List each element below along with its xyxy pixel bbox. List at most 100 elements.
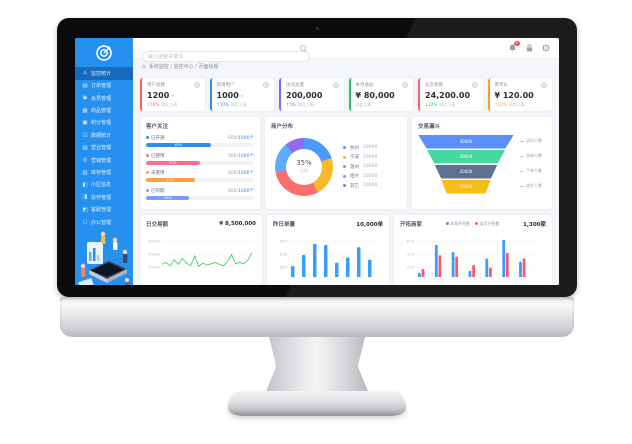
svg-text:900: 900 bbox=[280, 238, 288, 243]
legend-dot bbox=[343, 174, 346, 178]
lock-icon[interactable] bbox=[525, 44, 533, 52]
delta-value: ↓22% bbox=[425, 101, 438, 107]
kpi-card: 访问总量 200,000 ↑5% 同比上周 bbox=[279, 78, 344, 111]
breadcrumb-path[interactable]: 系统监控 / 监控中心 / 页面标题 bbox=[148, 64, 219, 70]
card-settings-icon[interactable] bbox=[541, 82, 547, 88]
legend-dot bbox=[445, 221, 449, 225]
dashboard-content: 用户总数 1200 个 ↑10% 同比上周 新增用户 1000 个 ↑10% 同比上周 访问总量… bbox=[133, 74, 559, 285]
panel-total: 10,000单 bbox=[356, 221, 383, 228]
card-settings-icon[interactable] bbox=[263, 82, 269, 88]
progress-label: 已到期 bbox=[146, 188, 165, 194]
chart-legend: 本周开拓数 本月开拓数 bbox=[445, 221, 500, 227]
sidebar-item-marketing[interactable]: ◎ 营销管理 bbox=[75, 154, 133, 166]
funnel-stage: 30000 bbox=[418, 134, 514, 149]
card-settings-icon[interactable] bbox=[471, 82, 478, 88]
home-icon[interactable]: ⌂ bbox=[142, 63, 146, 70]
support-icon: ◩ bbox=[82, 206, 88, 213]
card-settings-icon[interactable] bbox=[402, 82, 408, 88]
sidebar-item-members[interactable]: ◉ 会员管理 bbox=[75, 92, 133, 104]
notification-badge: 5 bbox=[513, 41, 520, 46]
app-logo[interactable] bbox=[75, 38, 133, 67]
progress-row: 未使用 400/1000个 45% bbox=[146, 170, 254, 182]
orders-panel: 昨日单量 10,000单 900 600 300 bbox=[267, 214, 389, 285]
legend-dot bbox=[146, 188, 149, 192]
funnel-stage: 20000 bbox=[434, 164, 498, 179]
svg-text:600: 600 bbox=[407, 238, 415, 243]
progress-track: 45% bbox=[146, 178, 254, 182]
sidebar-item-dashboard[interactable]: ⌂ 监控统计 bbox=[75, 67, 133, 80]
settings-gear-icon[interactable] bbox=[542, 44, 550, 52]
donut-center-label: 占比 bbox=[300, 168, 308, 173]
delta-value: ↑10% bbox=[147, 101, 160, 107]
funnel-stage: 20000 bbox=[426, 149, 506, 164]
sidebar-item-points[interactable]: ▣ 积分管理 bbox=[75, 117, 133, 129]
kpi-value: ¥ 120.00 bbox=[494, 90, 534, 100]
dashboard-icon: ⌂ bbox=[83, 70, 87, 77]
svg-text:30000: 30000 bbox=[148, 264, 161, 269]
svg-text:600: 600 bbox=[280, 251, 288, 256]
sidebar-item-community[interactable]: ◧ 小区信息 bbox=[75, 179, 133, 191]
sidebar-item-label: 营销管理 bbox=[91, 157, 112, 164]
kpi-label: 客单价 bbox=[494, 83, 509, 88]
products-icon: ▦ bbox=[82, 107, 88, 114]
progress-fill: 45% bbox=[146, 178, 195, 182]
sidebar-item-support[interactable]: ◩ 客服管理 bbox=[75, 204, 133, 216]
sidebar-item-office[interactable]: ◻ 办公管理 bbox=[75, 216, 133, 228]
legend-dot bbox=[343, 165, 346, 168]
kpi-value: 24,200.00 bbox=[425, 90, 471, 100]
card-settings-icon[interactable] bbox=[193, 82, 200, 88]
card-settings-icon[interactable] bbox=[332, 82, 339, 88]
delta-note: 同比上周 bbox=[161, 101, 178, 107]
legend-item: 其它 10000 bbox=[343, 183, 377, 189]
sidebar-item-collaboration[interactable]: ◨ 协作管理 bbox=[75, 191, 133, 203]
progress-label: 已开通 bbox=[146, 135, 165, 141]
progress-label: 已使用 bbox=[146, 153, 165, 159]
progress-value: 400/1000个 bbox=[227, 188, 254, 194]
progress-row: 已使用 500/1000个 50% bbox=[146, 153, 254, 165]
sidebar-item-products[interactable]: ▦ 商品管理 bbox=[75, 104, 133, 116]
progress-fill: 50% bbox=[146, 160, 200, 165]
grouped-bar-chart: 600 400 200 bbox=[400, 231, 546, 277]
kpi-card-row: 用户总数 1200 个 ↑10% 同比上周 新增用户 1000 个 ↑10% 同比上周 访问总量… bbox=[140, 78, 552, 111]
kpi-label: 访问总量 bbox=[286, 83, 304, 88]
legend-dot bbox=[146, 171, 149, 174]
panel-total: 1,300家 bbox=[523, 221, 546, 228]
sidebar-item-orders[interactable]: ▤ 订单管理 bbox=[75, 80, 133, 92]
donut-chart: 35% 占比 bbox=[275, 137, 333, 196]
sidebar-item-label: 商品管理 bbox=[91, 108, 112, 115]
delta-value: ↑10% bbox=[216, 101, 229, 107]
legend-item: 本周开拓数 bbox=[445, 221, 470, 227]
search-icon[interactable] bbox=[300, 45, 306, 51]
sidebar-item-statistics[interactable]: ◫ 数据统计 bbox=[75, 129, 133, 141]
progress-value: 600/1000个 bbox=[227, 136, 254, 141]
middle-panel-row: 客户关注 已开通 600/1000个 60% 已使用 500/1000个 50% 未使用 40… bbox=[140, 116, 552, 209]
monitor-stand-base bbox=[228, 391, 406, 416]
kpi-value: 1000 个 bbox=[216, 90, 245, 100]
kpi-delta: ↑10% 同比上周 bbox=[217, 102, 270, 108]
kpi-delta: ↓22% 同比上周 bbox=[425, 102, 478, 108]
notification-bell-icon[interactable]: 5 bbox=[508, 41, 520, 52]
members-icon: ◉ bbox=[82, 95, 88, 102]
dashboard-screen: ⌂ 监控统计 ▤ 订单管理 ◉ 会员管理 ▦ 商品管理 ▣ 积分管理 ◫ 数据统计 ▧ 营业管理 ◎ 营销管理… bbox=[75, 38, 559, 285]
svg-text:300: 300 bbox=[280, 264, 288, 269]
kpi-label: 总交易额 bbox=[425, 83, 443, 88]
search-input[interactable] bbox=[142, 51, 310, 62]
legend-value: 10000 bbox=[363, 173, 378, 179]
search-box bbox=[142, 43, 310, 62]
business-icon: ▧ bbox=[82, 144, 88, 151]
sidebar-item-business[interactable]: ▧ 营业管理 bbox=[75, 142, 133, 154]
kpi-value: ¥ 80,000 bbox=[355, 90, 395, 100]
delta-note: 同比上周 bbox=[230, 101, 247, 107]
sidebar-item-inventory[interactable]: ▥ 库存管理 bbox=[75, 166, 133, 178]
progress-track: 40% bbox=[146, 195, 254, 200]
panel-title: 日交易额 bbox=[146, 221, 169, 228]
panel-title: 商户分布 bbox=[271, 123, 294, 130]
donut-legend: 杭州 10000 宁波 10000 温州 10000 绍兴 10000 其它 10000 bbox=[343, 145, 377, 189]
bar-chart: 900 600 300 bbox=[273, 231, 383, 277]
kpi-delta: ↑10% 同比上周 bbox=[495, 102, 548, 108]
legend-item: 杭州 10000 bbox=[343, 145, 377, 151]
office-icon: ◻ bbox=[82, 219, 88, 226]
laptop-illustration bbox=[78, 232, 129, 285]
funnel-stage-label: 咨询人数 bbox=[520, 149, 546, 164]
